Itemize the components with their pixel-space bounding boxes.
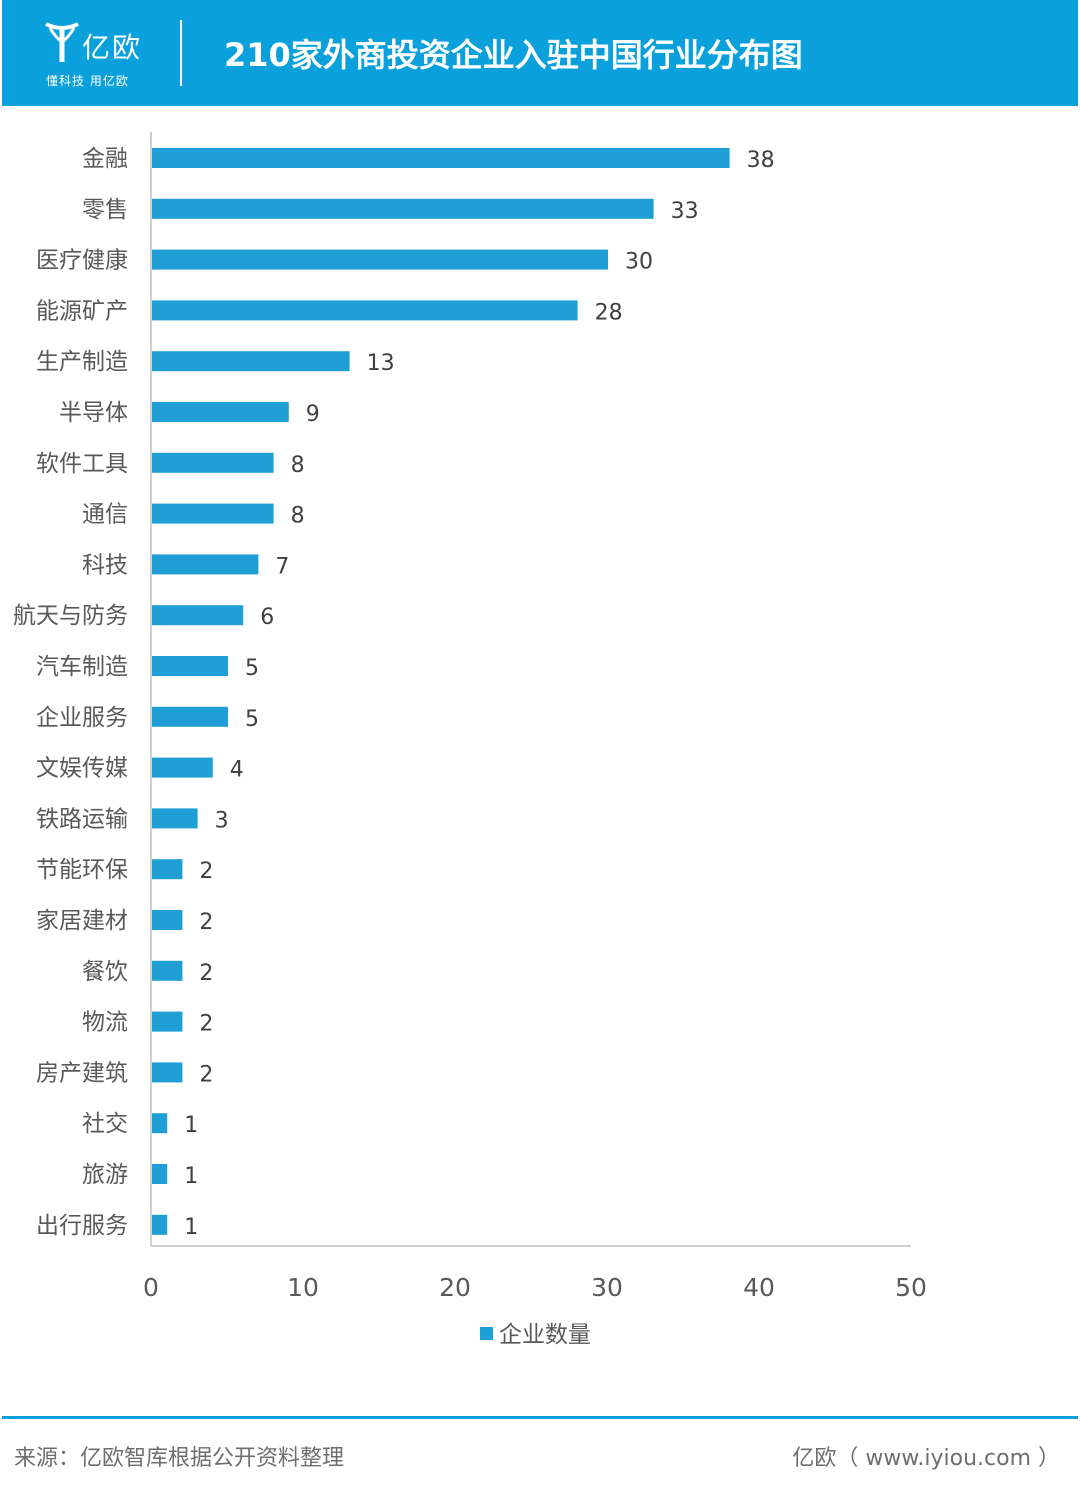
bar [152, 198, 654, 219]
bar [152, 706, 228, 727]
data-label: 4 [230, 758, 244, 783]
data-label: 28 [595, 300, 623, 325]
category-label: 社交 [82, 1111, 128, 1137]
bar [152, 1214, 168, 1235]
header-divider [180, 20, 182, 86]
data-label: 1 [184, 1215, 198, 1240]
bar [152, 808, 198, 829]
data-label: 9 [306, 402, 320, 427]
category-label: 能源矿产 [36, 298, 128, 324]
category-label: 软件工具 [36, 451, 128, 477]
category-label: 餐饮 [82, 959, 128, 985]
bar [152, 1113, 168, 1134]
category-label: 医疗健康 [36, 248, 128, 274]
category-label: 节能环保 [36, 857, 128, 883]
data-label: 30 [625, 250, 653, 275]
data-label: 13 [367, 351, 395, 376]
category-label: 汽车制造 [36, 654, 128, 680]
data-label: 2 [199, 859, 213, 884]
bar [152, 1011, 183, 1032]
data-label: 5 [245, 707, 259, 732]
category-label: 家居建材 [36, 908, 128, 934]
data-label: 2 [199, 1012, 213, 1037]
bar [152, 1164, 168, 1184]
bar [152, 452, 274, 473]
x-tick-label: 20 [439, 1273, 471, 1302]
x-tick-label: 50 [895, 1273, 927, 1302]
footer-site: 亿欧（ www.iyiou.com ） [792, 1446, 1060, 1471]
header-banner: 亿欧 懂科技 用亿欧 210家外商投资企业入驻中国行业分布图 [2, 0, 1078, 106]
chart-title: 210家外商投资企业入驻中国行业分布图 [224, 36, 803, 74]
logo-tagline: 懂科技 用亿欧 [46, 74, 129, 88]
bar [152, 656, 228, 676]
category-label: 生产制造 [36, 349, 128, 375]
category-label: 科技 [82, 552, 128, 578]
category-label: 半导体 [59, 400, 128, 426]
data-label: 2 [199, 1062, 213, 1087]
bar [152, 402, 289, 422]
category-label: 旅游 [82, 1162, 128, 1188]
footer-source: 来源：亿欧智库根据公开资料整理 [14, 1446, 345, 1471]
bar [152, 503, 274, 524]
data-label: 8 [291, 453, 305, 478]
category-label: 出行服务 [36, 1213, 128, 1239]
data-label: 1 [184, 1164, 198, 1189]
data-label: 3 [215, 808, 229, 833]
category-label: 房产建筑 [36, 1060, 128, 1086]
category-label: 金融 [82, 146, 128, 172]
data-label: 8 [291, 504, 305, 529]
bar [152, 300, 578, 321]
bar [152, 351, 350, 372]
x-tick-label: 0 [143, 1273, 159, 1302]
category-label: 文娱传媒 [36, 756, 128, 782]
footer-rule [2, 1416, 1078, 1419]
x-tick-label: 10 [287, 1273, 319, 1302]
logo-icon [45, 22, 79, 62]
x-tick-label: 40 [743, 1273, 775, 1302]
category-label: 航天与防务 [13, 603, 128, 629]
category-label: 通信 [82, 502, 128, 528]
data-label: 2 [199, 961, 213, 986]
legend-label: 企业数量 [499, 1322, 591, 1348]
bar [152, 859, 183, 880]
data-label: 2 [199, 910, 213, 935]
bar [152, 960, 183, 981]
bar [152, 249, 608, 270]
legend-swatch [480, 1327, 493, 1340]
data-label: 6 [260, 605, 274, 630]
data-label: 38 [747, 148, 775, 173]
data-label: 1 [184, 1113, 198, 1138]
category-label: 企业服务 [36, 705, 128, 731]
x-tick-label: 30 [591, 1273, 623, 1302]
data-label: 5 [245, 656, 259, 681]
data-label: 33 [671, 199, 699, 224]
category-label: 物流 [82, 1010, 128, 1036]
bar [152, 148, 730, 168]
bar [152, 605, 244, 626]
data-label: 7 [275, 554, 289, 579]
bar [152, 1062, 183, 1083]
bar [152, 757, 213, 778]
bar [152, 910, 183, 930]
bar [152, 554, 259, 575]
category-label: 零售 [82, 197, 128, 223]
category-label: 铁路运输 [36, 806, 128, 832]
logo-name: 亿欧 [82, 31, 143, 64]
